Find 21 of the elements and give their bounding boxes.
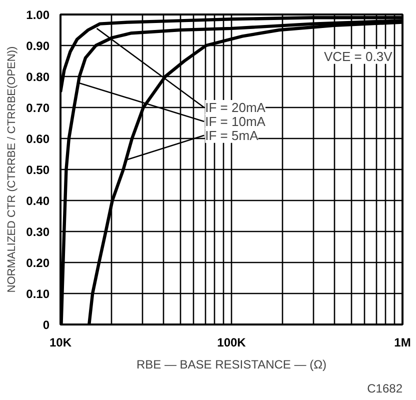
y-tick-label: 0.40 <box>26 194 50 208</box>
y-tick-label: 0.60 <box>26 132 50 146</box>
y-tick-label: 0 <box>42 318 50 332</box>
annotation: VCE = 0.3V <box>324 48 393 64</box>
y-tick-label: 0.50 <box>26 163 50 177</box>
x-tick-label: 1M <box>394 336 411 350</box>
x-tick-label: 100K <box>217 336 246 350</box>
text: C1682 <box>367 382 403 396</box>
y-tick-label: 0.30 <box>26 225 50 239</box>
y-tick-label: 0.90 <box>26 39 50 53</box>
y-tick-label: 0.10 <box>26 287 50 301</box>
annotation: IF = 20mA <box>205 100 266 115</box>
x-axis-title: RBE — BASE RESISTANCE — (Ω) <box>136 358 327 372</box>
y-tick-label: 0.20 <box>26 256 50 270</box>
x-tick-label: 10K <box>49 336 72 350</box>
y-tick-label: 1.00 <box>26 8 50 22</box>
y-tick-label: 0.80 <box>26 70 50 84</box>
annotation: IF = 5mA <box>205 128 259 143</box>
y-axis-title: NORMALIZED CTR (CTRRBE / CTRRBE(OPEN)) <box>6 46 18 293</box>
annotation: IF = 10mA <box>205 114 266 129</box>
y-tick-label: 0.70 <box>26 101 50 115</box>
